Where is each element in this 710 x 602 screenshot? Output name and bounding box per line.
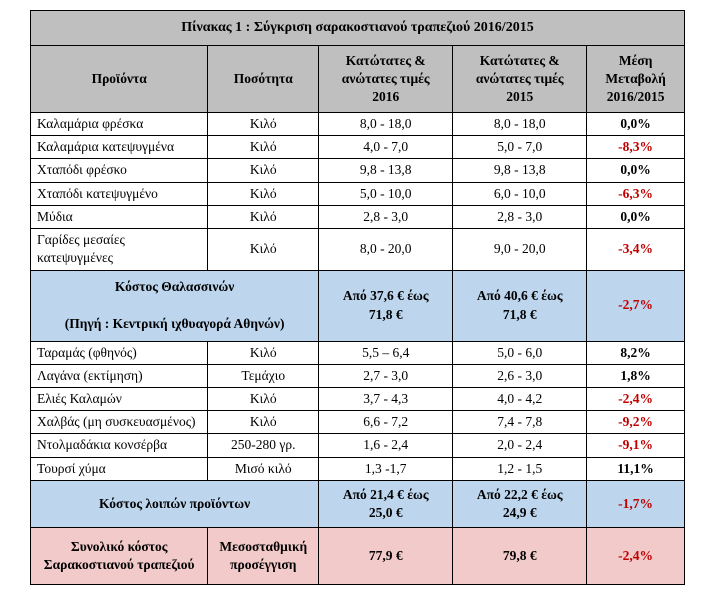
price-2015-cell: 2,8 - 3,0 — [452, 204, 588, 230]
price-2015-cell: 7,4 - 7,8 — [452, 410, 588, 435]
quantity-cell: Κιλό — [207, 340, 320, 365]
product-name-cell: Χταπόδι κατεψυγμένο — [29, 181, 209, 206]
total-price-2015: 79,8 € — [452, 526, 588, 585]
document-page: Πίνακας 1 : Σύγκριση σαρακοστιανού τραπε… — [29, 10, 685, 585]
total-label: Συνολικό κόστος Σαρακοστιανού τραπεζιού — [29, 526, 209, 585]
price-2015-cell: 5,0 - 7,0 — [452, 135, 588, 160]
table-row: Χαλβάς (μη συσκευασμένος) Κιλό 6,6 - 7,2… — [29, 410, 685, 435]
product-name-cell: Χαλβάς (μη συσκευασμένος) — [29, 410, 209, 435]
price-2016-cell: 5,5 – 6,4 — [318, 340, 454, 365]
price-2015-cell: 5,0 - 6,0 — [452, 340, 588, 365]
table-row: Καλαμάρια φρέσκα Κιλό 8,0 - 18,0 8,0 - 1… — [29, 111, 685, 137]
table-row: Τουρσί χύμα Μισό κιλό 1,3 -1,7 1,2 - 1,5… — [29, 456, 685, 481]
other-summary-price-2016: Από 21,4 € έως 25,0 € — [318, 479, 454, 528]
seafood-summary-row: Κόστος Θαλασσινών (Πηγή : Κεντρική ιχθυα… — [29, 269, 685, 342]
table-header-row: Προϊόντα Ποσότητα Κατώτατες & ανώτατες τ… — [29, 45, 685, 113]
change-cell: 8,2% — [586, 340, 685, 365]
table-row: Ελιές Καλαμών Κιλό 3,7 - 4,3 4,0 - 4,2 -… — [29, 386, 685, 412]
price-2015-cell: 6,0 - 10,0 — [452, 181, 588, 206]
price-2016-cell: 1,3 -1,7 — [318, 456, 454, 481]
quantity-cell: Κιλό — [207, 135, 320, 160]
price-2016-cell: 5,0 - 10,0 — [318, 181, 454, 206]
table-row: Ταραμάς (φθηνός) Κιλό 5,5 – 6,4 5,0 - 6,… — [29, 340, 685, 365]
product-name-cell: Γαρίδες μεσαίες κατεψυγμένες — [29, 228, 209, 271]
quantity-cell: Κιλό — [207, 204, 320, 230]
quantity-cell: Κιλό — [207, 181, 320, 206]
price-2015-cell: 1,2 - 1,5 — [452, 456, 588, 481]
price-2016-cell: 1,6 - 2,4 — [318, 433, 454, 458]
price-2016-cell: 8,0 - 18,0 — [318, 111, 454, 137]
quantity-cell: 250-280 γρ. — [207, 433, 320, 458]
change-cell: 11,1% — [586, 456, 685, 481]
total-change: -2,4% — [586, 526, 685, 585]
table-row: Καλαμάρια κατεψυγμένα Κιλό 4,0 - 7,0 5,0… — [29, 135, 685, 160]
change-cell: -2,4% — [586, 386, 685, 412]
quantity-cell: Κιλό — [207, 158, 320, 183]
other-summary-price-2015: Από 22,2 € έως 24,9 € — [452, 479, 588, 528]
product-name-cell: Καλαμάρια φρέσκα — [29, 111, 209, 137]
quantity-cell: Κιλό — [207, 228, 320, 271]
change-cell: 0,0% — [586, 158, 685, 183]
seafood-summary-price-2016: Από 37,6 € έως 71,8 € — [318, 269, 454, 342]
price-2015-cell: 4,0 - 4,2 — [452, 386, 588, 412]
price-2015-cell: 9,8 - 13,8 — [452, 158, 588, 183]
table-row: Λαγάνα (εκτίμηση) Τεμάχιο 2,7 - 3,0 2,6 … — [29, 363, 685, 388]
product-name-cell: Ελιές Καλαμών — [29, 386, 209, 412]
product-name-cell: Μύδια — [29, 204, 209, 230]
change-cell: -9,1% — [586, 433, 685, 458]
quantity-cell: Κιλό — [207, 386, 320, 412]
table-row: Χταπόδι κατεψυγμένο Κιλό 5,0 - 10,0 6,0 … — [29, 181, 685, 206]
header-change: Μέση Μεταβολή 2016/2015 — [586, 45, 685, 113]
price-2016-cell: 3,7 - 4,3 — [318, 386, 454, 412]
other-summary-label: Κόστος λοιπών προϊόντων — [29, 479, 320, 528]
seafood-summary-change: -2,7% — [586, 269, 685, 342]
price-2016-cell: 4,0 - 7,0 — [318, 135, 454, 160]
price-2015-cell: 9,0 - 20,0 — [452, 228, 588, 271]
price-2015-cell: 2,6 - 3,0 — [452, 363, 588, 388]
quantity-cell: Μισό κιλό — [207, 456, 320, 481]
price-2016-cell: 9,8 - 13,8 — [318, 158, 454, 183]
header-products: Προϊόντα — [29, 45, 209, 113]
quantity-cell: Κιλό — [207, 111, 320, 137]
product-name-cell: Λαγάνα (εκτίμηση) — [29, 363, 209, 388]
header-quantity: Ποσότητα — [207, 45, 320, 113]
price-2016-cell: 6,6 - 7,2 — [318, 410, 454, 435]
header-prices-2016: Κατώτατες & ανώτατες τιμές 2016 — [318, 45, 454, 113]
price-2015-cell: 2,0 - 2,4 — [452, 433, 588, 458]
price-2016-cell: 8,0 - 20,0 — [318, 228, 454, 271]
change-cell: 0,0% — [586, 111, 685, 137]
price-2015-cell: 8,0 - 18,0 — [452, 111, 588, 137]
change-cell: -6,3% — [586, 181, 685, 206]
table-title: Πίνακας 1 : Σύγκριση σαρακοστιανού τραπε… — [30, 10, 685, 46]
product-name-cell: Χταπόδι φρέσκο — [29, 158, 209, 183]
product-name-cell: Ταραμάς (φθηνός) — [29, 340, 209, 365]
comparison-table: Πίνακας 1 : Σύγκριση σαρακοστιανού τραπε… — [29, 10, 685, 585]
seafood-summary-label: Κόστος Θαλασσινών (Πηγή : Κεντρική ιχθυα… — [29, 269, 320, 342]
other-products-summary-row: Κόστος λοιπών προϊόντων Από 21,4 € έως 2… — [29, 479, 685, 528]
change-cell: -3,4% — [586, 228, 685, 271]
header-prices-2015: Κατώτατες & ανώτατες τιμές 2015 — [452, 45, 588, 113]
total-price-2016: 77,9 € — [318, 526, 454, 585]
total-method: Μεσοσταθμική προσέγγιση — [207, 526, 320, 585]
quantity-cell: Κιλό — [207, 410, 320, 435]
price-2016-cell: 2,7 - 3,0 — [318, 363, 454, 388]
quantity-cell: Τεμάχιο — [207, 363, 320, 388]
product-name-cell: Ντολμαδάκια κονσέρβα — [29, 433, 209, 458]
change-cell: 0,0% — [586, 204, 685, 230]
price-2016-cell: 2,8 - 3,0 — [318, 204, 454, 230]
product-name-cell: Τουρσί χύμα — [29, 456, 209, 481]
change-cell: 1,8% — [586, 363, 685, 388]
change-cell: -8,3% — [586, 135, 685, 160]
seafood-summary-price-2015: Από 40,6 € έως 71,8 € — [452, 269, 588, 342]
table-title-row: Πίνακας 1 : Σύγκριση σαρακοστιανού τραπε… — [30, 10, 685, 46]
other-summary-change: -1,7% — [586, 479, 685, 528]
table-row: Γαρίδες μεσαίες κατεψυγμένες Κιλό 8,0 - … — [29, 228, 685, 271]
table-row: Χταπόδι φρέσκο Κιλό 9,8 - 13,8 9,8 - 13,… — [29, 158, 685, 183]
table-row: Μύδια Κιλό 2,8 - 3,0 2,8 - 3,0 0,0% — [29, 204, 685, 230]
table-row: Ντολμαδάκια κονσέρβα 250-280 γρ. 1,6 - 2… — [29, 433, 685, 458]
total-row: Συνολικό κόστος Σαρακοστιανού τραπεζιού … — [29, 526, 685, 585]
change-cell: -9,2% — [586, 410, 685, 435]
product-name-cell: Καλαμάρια κατεψυγμένα — [29, 135, 209, 160]
